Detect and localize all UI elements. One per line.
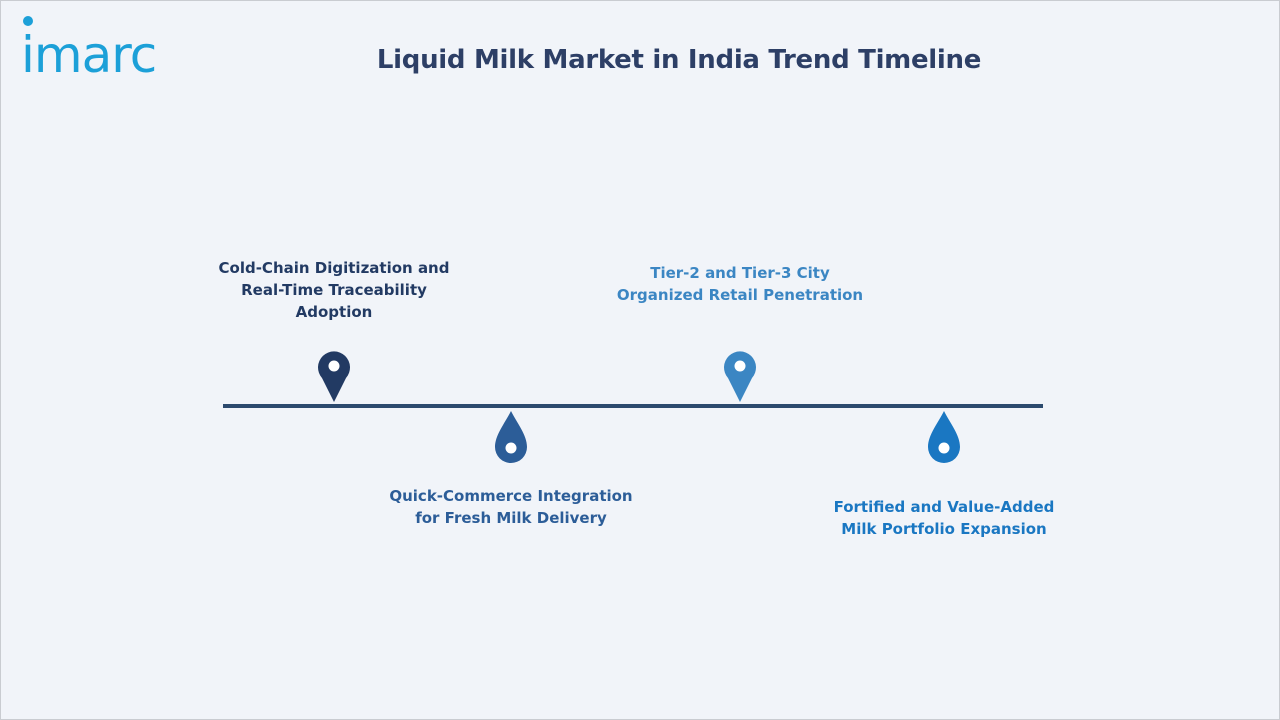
- milestone-2-label: Quick-Commerce Integration for Fresh Mil…: [389, 487, 633, 527]
- map-pin-icon: [318, 351, 350, 402]
- imarc-logo: imarc: [21, 15, 203, 84]
- droplet-icon: [495, 411, 527, 463]
- logo-dot-icon: [23, 16, 33, 26]
- map-pin-icon: [724, 351, 756, 402]
- logo-wordmark: imarc: [21, 26, 157, 84]
- page-title: Liquid Milk Market in India Trend Timeli…: [376, 45, 982, 75]
- droplet-icon: [928, 411, 960, 463]
- milestone-1-label: Cold-Chain Digitization and Real-Time Tr…: [218, 259, 450, 321]
- milestone-3-label: Tier-2 and Tier-3 City Organized Retail …: [616, 264, 864, 304]
- milestone-4-label: Fortified and Value-Added Milk Portfolio…: [833, 498, 1055, 538]
